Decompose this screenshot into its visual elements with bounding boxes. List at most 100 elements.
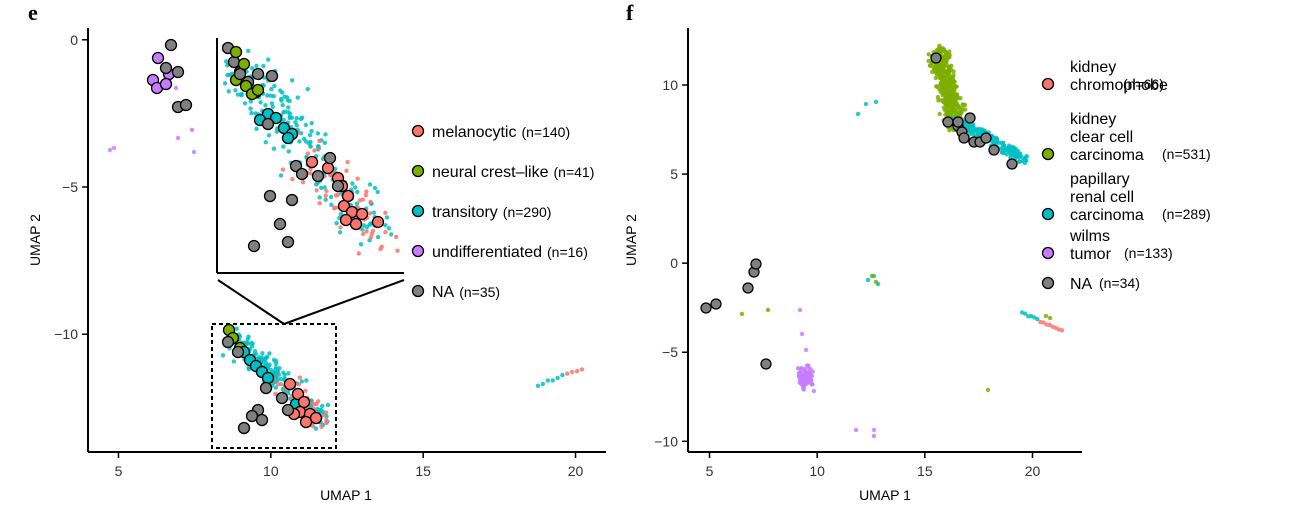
f-point [795,366,801,371]
e-inset-point [345,159,350,165]
e-x-tick-label: 10 [263,463,279,479]
e-point [253,351,259,356]
f-legend-label-line: carcinoma [1070,147,1144,164]
e-point [324,410,329,415]
f-point [935,63,940,68]
f-point [946,83,951,88]
f-point [946,78,951,83]
e-point [574,369,580,374]
f-y-tick-label: 5 [670,166,678,182]
f-ticks: 5 10 15 20 10 5 0 −5 −10 [654,77,1040,479]
f-point [1043,313,1049,319]
f-point-outlined [988,144,1000,156]
e-point [234,326,239,331]
e-y-tick-label: −10 [54,326,78,342]
f-point-outlined [980,132,992,144]
f-point [1017,159,1022,164]
f-point [949,107,954,112]
e-x-tick-label: 15 [415,463,431,479]
e-inset-point-outlined [269,111,283,125]
f-point-outlined [958,132,970,144]
e-point [267,351,272,356]
e-point-outlined [159,61,173,75]
f-point-outlined [760,358,772,370]
f-legend-label-line: tumor [1070,246,1112,263]
e-inset-point-outlined [305,155,319,169]
f-point [931,67,937,72]
e-legend-swatch [411,284,425,298]
e-inset-point [375,189,380,195]
f-point [969,125,974,130]
f-point [806,363,811,368]
e-legend-label: undifferentiated [432,244,542,261]
e-legend-count: (n=16) [547,244,588,260]
e-point [173,85,179,91]
f-legend-label-line: papillary [1070,171,1130,188]
f-point [799,331,805,337]
e-inset-point [338,211,344,217]
e-inset-point [370,228,376,233]
e-inset-point [303,122,308,128]
e-inset-point [361,231,366,237]
e-point-outlined [231,345,245,359]
e-inset-point [354,201,360,206]
f-point [871,427,877,433]
e-inset-point [324,188,329,194]
e-y-axis-label: UMAP 2 [27,214,43,266]
e-inset-point [358,242,364,247]
f-point [946,101,952,107]
e-inset-point [333,205,338,210]
e-point [189,127,195,133]
e-point-outlined [255,413,269,427]
f-point [871,433,877,439]
e-inset-point [368,235,374,240]
e-inset-point-outlined [289,159,303,173]
e-inset-point-outlined [349,217,363,231]
e-inset-point [307,141,312,146]
e-inset-point [386,226,392,231]
e-inset-point-outlined [263,189,277,203]
f-point [1007,143,1012,148]
f-legend-count: (n=133) [1124,245,1173,261]
f-point [855,111,861,117]
f-point [947,49,952,54]
e-point [555,375,560,381]
e-inset-point [233,88,238,93]
e-inset-point [355,189,360,195]
e-inset-point [286,149,291,154]
e-point [286,371,291,376]
f-legend-count: (n=66) [1123,76,1164,92]
e-point [324,414,329,419]
e-point [308,404,314,409]
e-point [262,356,268,361]
f-y-tick-label: −5 [662,344,678,360]
f-x-tick-label: 15 [917,463,933,479]
f-point [950,75,956,80]
e-inset-point [254,126,259,131]
e-inset-point [295,95,300,100]
e-inset-point [368,199,373,205]
f-point [926,52,931,57]
f-point [806,378,811,383]
e-point-outlined [259,381,273,395]
e-point [260,351,265,356]
e-inset-point [337,230,343,235]
f-point [873,99,879,105]
e-inset-point [314,188,319,193]
e-point [313,426,319,431]
f-y-tick-label: −10 [654,433,678,449]
e-inset-point [317,195,322,200]
f-point [802,377,808,383]
e-inset-point [323,193,328,198]
f-point-outlined [952,116,964,128]
e-inset-point [334,221,339,226]
e-inset-point [280,102,285,108]
e-point [303,388,308,393]
f-point-outlined [1006,158,1018,170]
panel-e-axes: 5 10 15 20 0 −5 −10 UMAP 1 UMAP 2 [27,28,606,503]
e-point [570,369,575,375]
f-x-tick-label: 10 [809,463,825,479]
e-inset-point [309,121,314,126]
e-inset-point [393,234,399,240]
e-inset-point [353,185,358,190]
